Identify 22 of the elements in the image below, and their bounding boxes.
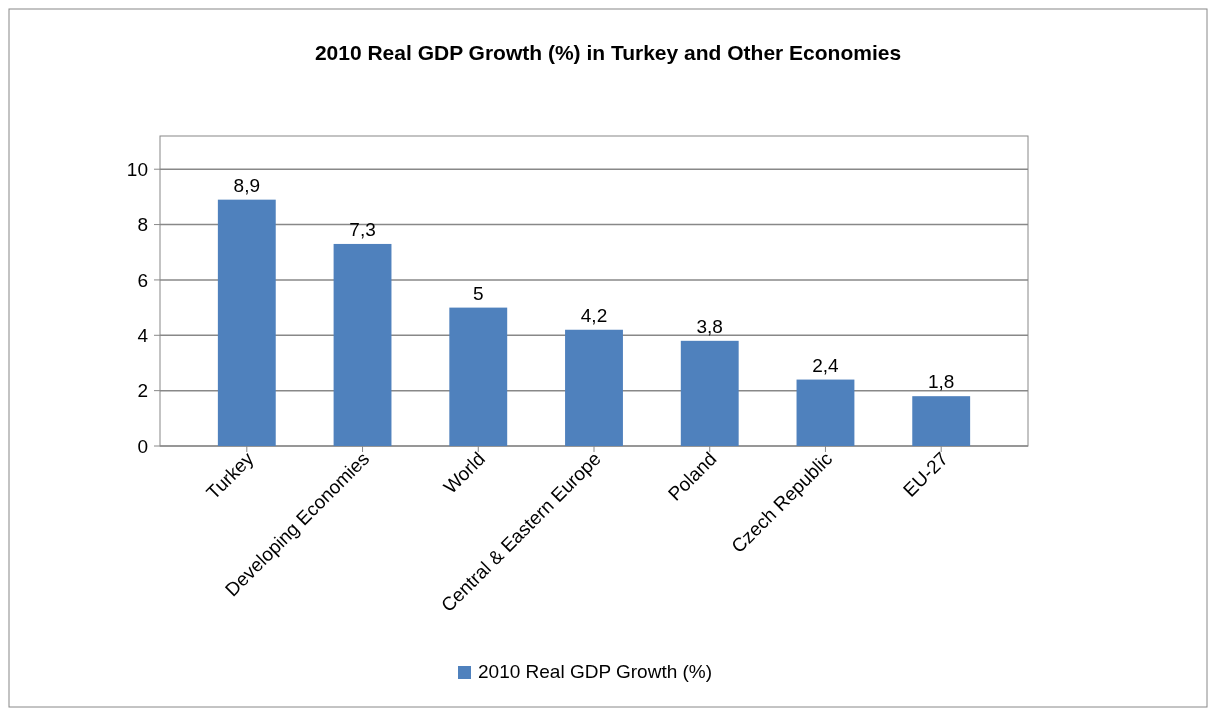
bar [912, 396, 971, 446]
data-label: 8,9 [233, 174, 261, 196]
data-label: 7,3 [349, 218, 376, 240]
data-label: 5 [472, 282, 484, 304]
data-label: 3,8 [696, 315, 723, 337]
bar [680, 340, 739, 446]
y-tick-label: 8 [137, 214, 148, 236]
chart-title: 2010 Real GDP Growth (%) in Turkey and Other Economies [314, 41, 902, 64]
y-tick-label: 10 [126, 158, 148, 180]
y-tick-label: 6 [137, 269, 148, 291]
bar [217, 199, 276, 446]
y-tick-label: 2 [137, 380, 148, 402]
data-label: 4,2 [580, 304, 608, 326]
y-tick-label: 4 [137, 324, 149, 346]
bar [333, 243, 392, 446]
data-label: 1,8 [927, 371, 955, 393]
data-label: 2,4 [812, 354, 840, 376]
bar [796, 379, 855, 446]
bar [449, 307, 508, 446]
y-tick-label: 0 [137, 435, 148, 457]
bar [565, 329, 623, 446]
legend-label: 2010 Real GDP Growth (%) [478, 661, 713, 682]
